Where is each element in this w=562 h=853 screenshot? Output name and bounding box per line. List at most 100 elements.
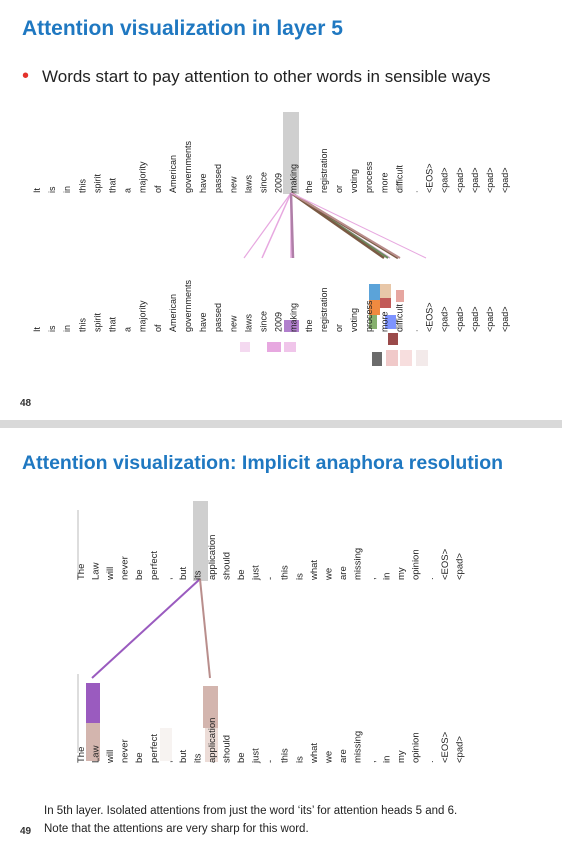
key-token: passed	[213, 303, 223, 332]
key-token: in	[382, 756, 393, 763]
query-token: we	[323, 568, 334, 581]
caption-line-2: Note that the attentions are very sharp …	[44, 823, 309, 835]
key-token: have	[198, 312, 208, 332]
query-token: that	[108, 177, 118, 193]
key-token: will	[105, 750, 116, 764]
caption: In 5th layer. Isolated attentions from j…	[44, 802, 544, 838]
key-token: difficult	[394, 304, 404, 332]
query-token: registration	[319, 148, 329, 193]
key-token: or	[334, 324, 344, 332]
query-token: <pad>	[440, 167, 450, 193]
query-token: voting	[349, 169, 359, 193]
key-token: The	[76, 747, 87, 763]
query-token: never	[120, 556, 131, 580]
key-token: making	[289, 303, 299, 332]
query-token: this	[280, 565, 291, 580]
key-token: <pad>	[500, 306, 510, 332]
key-token: <pad>	[454, 736, 465, 763]
attention-visualization-anaphora: The Law will never be perfect, but its applicati…	[76, 501, 465, 764]
page-number: 49	[20, 826, 32, 837]
key-token: of	[153, 324, 163, 332]
key-token: that	[108, 316, 118, 332]
key-token: new	[228, 315, 238, 332]
query-token: <pad>	[500, 167, 510, 193]
query-token: are	[338, 566, 349, 580]
query-token: in	[62, 186, 72, 193]
slide-divider	[0, 420, 562, 428]
query-token: <pad>	[485, 167, 495, 193]
key-token: process	[364, 300, 374, 332]
key-token: is	[294, 756, 305, 763]
query-token: difficult	[394, 165, 404, 193]
query-token: will	[105, 567, 116, 581]
key-token: American	[168, 294, 178, 332]
query-token: ,	[163, 577, 174, 580]
key-token: <pad>	[440, 306, 450, 332]
slide-title: Attention visualization: Implicit anapho…	[22, 452, 504, 474]
key-token: should	[222, 735, 233, 763]
query-token: <EOS>	[425, 163, 435, 193]
key-token: but	[178, 749, 189, 763]
query-token: 2009	[274, 173, 284, 193]
key-token: missing	[352, 731, 363, 763]
query-token: -	[265, 577, 276, 580]
key-token: -	[265, 760, 276, 763]
key-token: <EOS>	[440, 731, 451, 763]
key-token-labels: It is in this spirit that a majority of American g…	[32, 279, 510, 332]
query-token: have	[198, 173, 208, 193]
query-token: in	[382, 573, 393, 580]
query-token: spirit	[92, 173, 102, 193]
key-token: never	[120, 739, 131, 763]
query-token: is	[294, 573, 305, 580]
key-token: laws	[243, 313, 253, 332]
query-token: new	[228, 176, 238, 193]
key-token: Law	[91, 745, 102, 763]
query-word-highlight	[193, 501, 208, 581]
key-token: is	[47, 325, 57, 332]
key-token: be	[236, 752, 247, 763]
key-token: the	[304, 319, 314, 332]
query-token-labels: It is in this spirit that a majority of American g…	[32, 140, 510, 193]
query-token: this	[77, 178, 87, 193]
query-token: its	[192, 570, 203, 580]
caption-line-1: In 5th layer. Isolated attentions from j…	[44, 805, 458, 817]
query-token: making	[289, 164, 299, 193]
query-token: opinion	[411, 549, 422, 580]
query-word-highlight	[283, 112, 299, 194]
key-token: .	[425, 760, 436, 763]
query-token-labels: The Law will never be perfect, but its applicati…	[76, 535, 465, 581]
key-token-labels: The Law will never be perfect, but its applicati…	[76, 718, 465, 764]
query-token: of	[153, 185, 163, 193]
query-token: American	[168, 155, 178, 193]
key-token: spirit	[92, 312, 102, 332]
key-highlights	[86, 683, 218, 762]
query-token: what	[309, 560, 320, 581]
key-token: registration	[319, 287, 329, 332]
query-token: <pad>	[470, 167, 480, 193]
key-token: this	[280, 748, 291, 763]
key-token: <EOS>	[425, 302, 435, 332]
query-token: is	[47, 186, 57, 193]
key-token: 2009	[274, 312, 284, 332]
key-token: this	[77, 317, 87, 332]
slide-title: Attention visualization in layer 5	[22, 17, 343, 40]
query-token: passed	[213, 164, 223, 193]
bullet-dot-icon: •	[22, 65, 30, 87]
query-token: governments	[183, 140, 193, 193]
key-token: more	[379, 311, 389, 332]
slide-49: Attention visualization: Implicit anapho…	[0, 428, 562, 853]
query-token: since	[259, 172, 269, 193]
query-token: but	[178, 566, 189, 580]
key-token: in	[62, 325, 72, 332]
key-token: It	[32, 326, 42, 332]
key-token: voting	[349, 308, 359, 332]
attention-lines	[243, 191, 427, 260]
query-token: be	[134, 569, 145, 580]
bullet-text: Words start to pay attention to other wo…	[42, 67, 491, 86]
attention-lines	[91, 578, 211, 679]
query-token: perfect	[149, 551, 160, 580]
key-token: be	[134, 752, 145, 763]
bullet-point: • Words start to pay attention to other w…	[22, 65, 491, 87]
query-token: should	[222, 552, 233, 580]
key-token: perfect	[149, 734, 160, 763]
